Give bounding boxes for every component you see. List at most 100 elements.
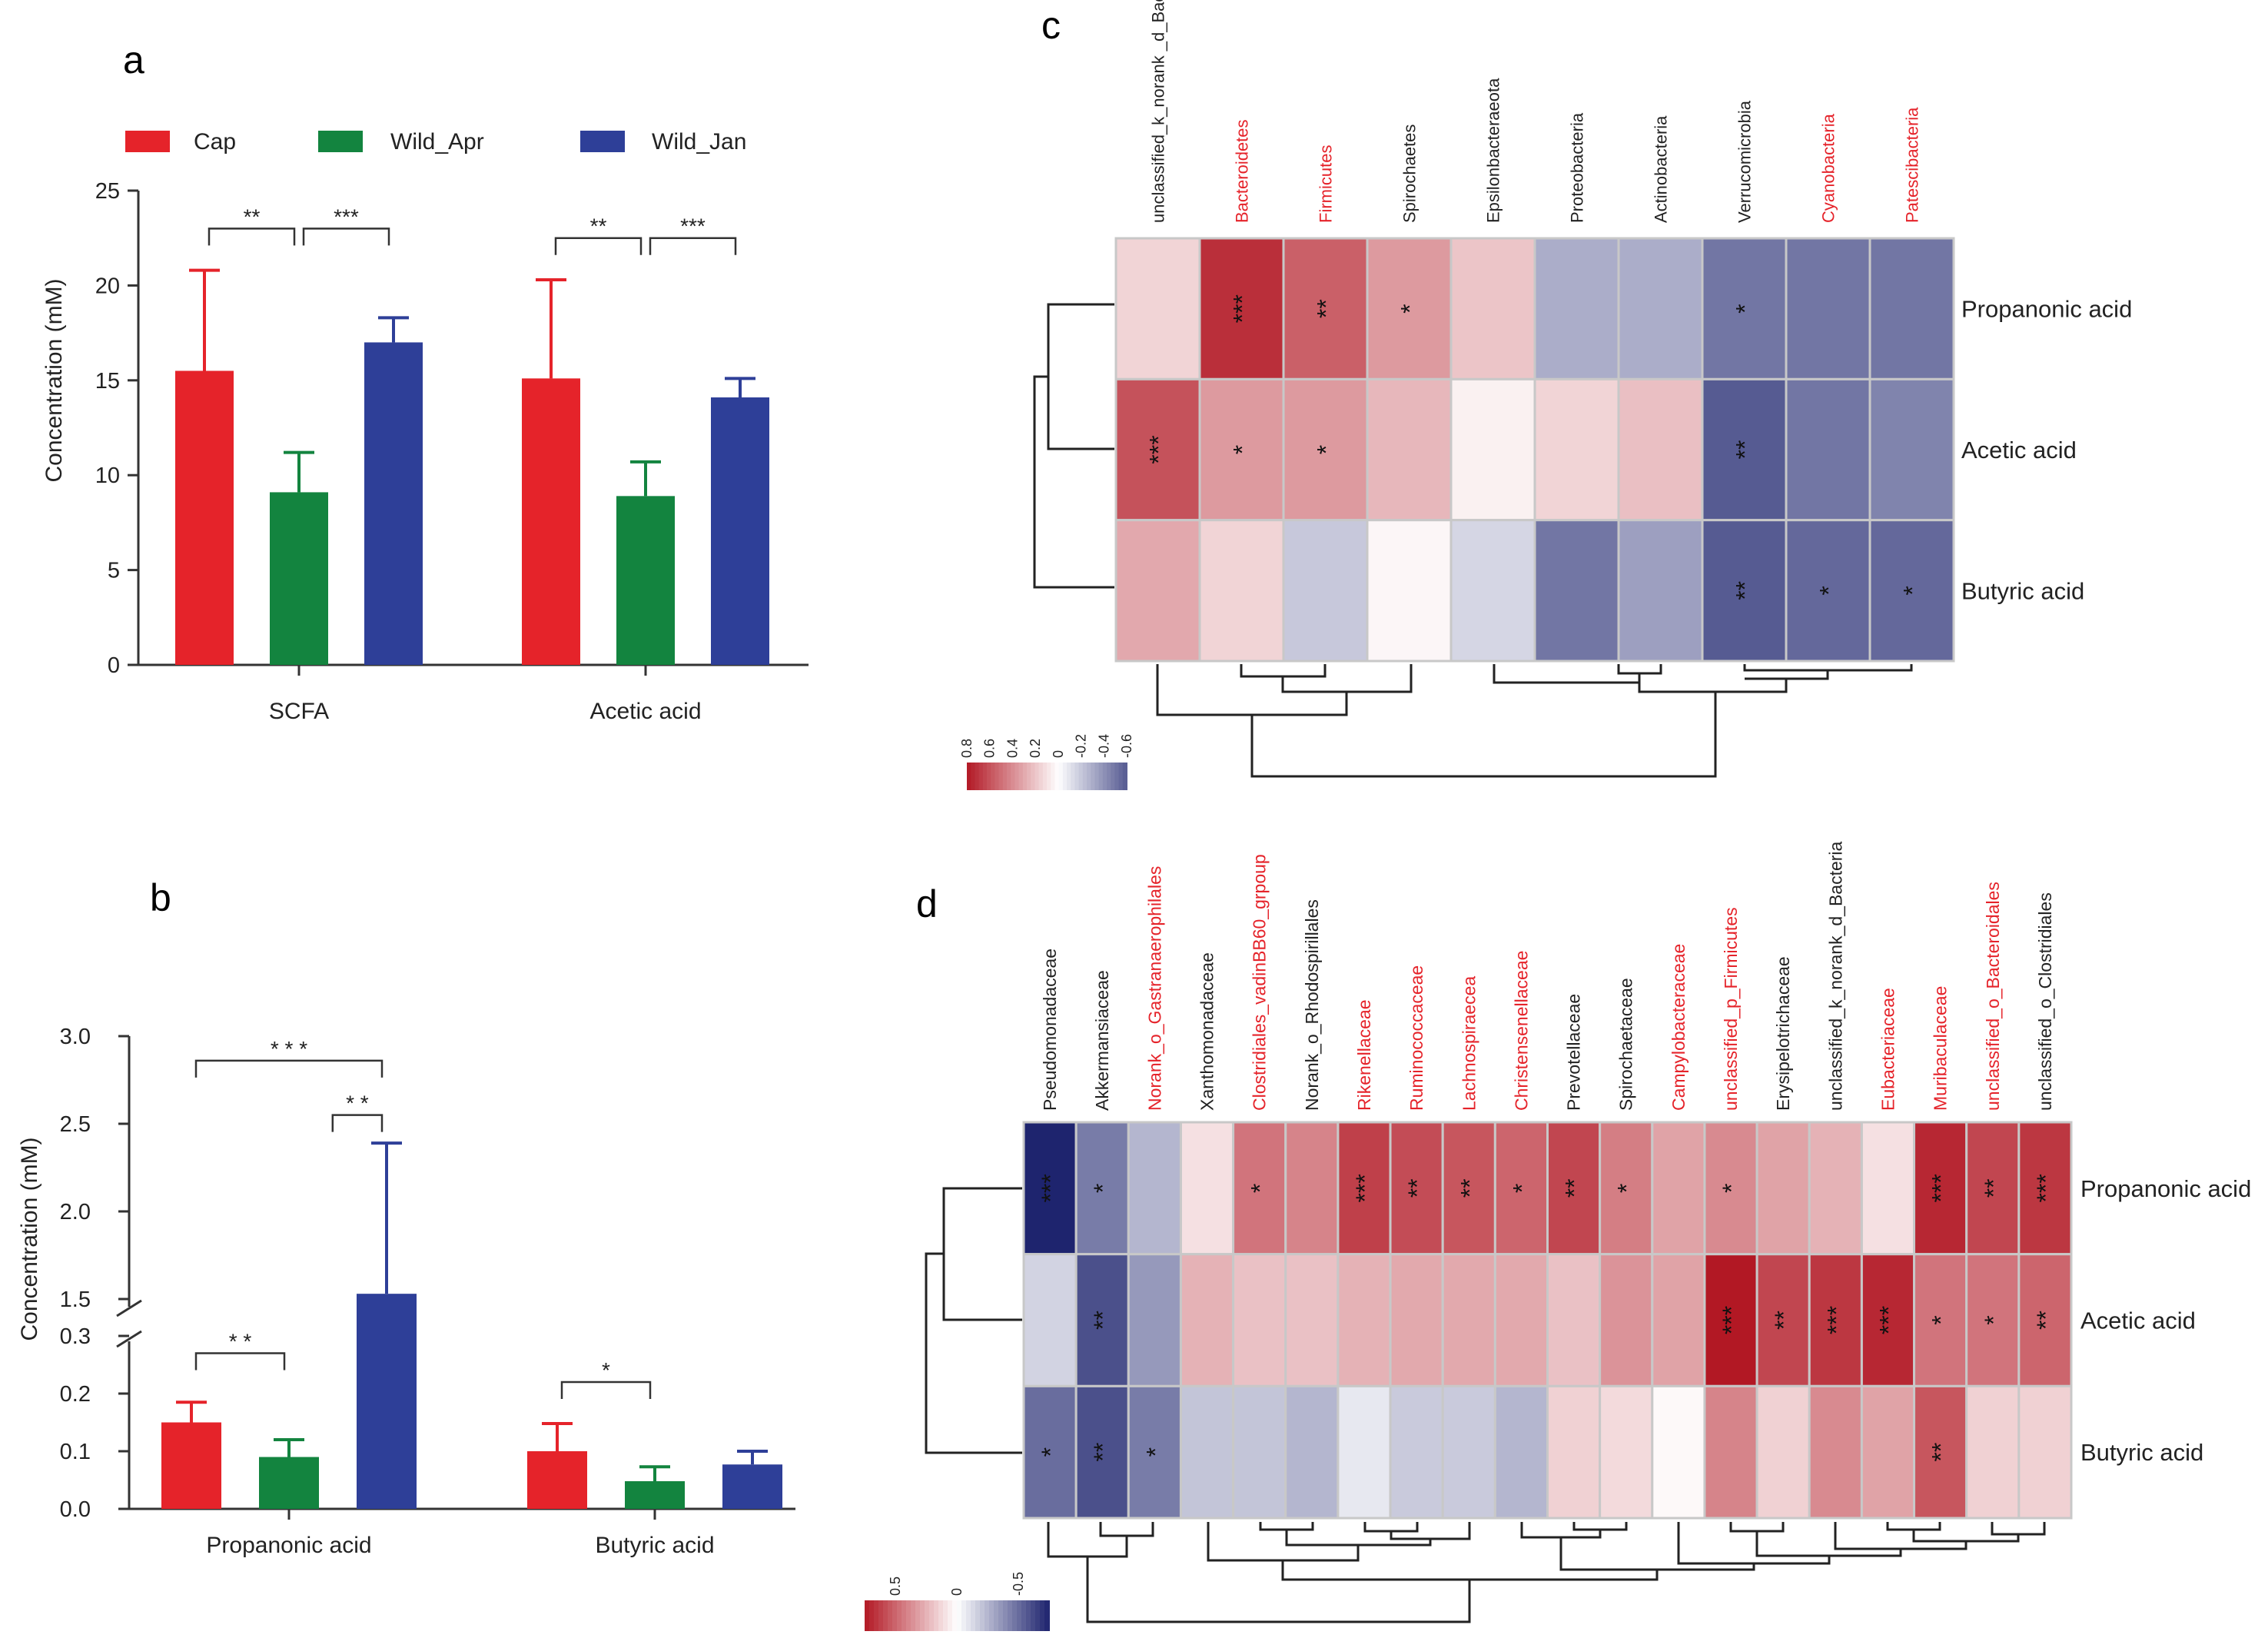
heatmap-cell (1198, 237, 1285, 380)
colorbar-segment (943, 1600, 948, 1631)
bar (364, 342, 423, 665)
significance-mark: *** (1928, 1174, 1955, 1202)
significance-mark: ** (1561, 1178, 1589, 1198)
significance-label: ** (244, 204, 261, 228)
significance-label: *** (334, 204, 359, 228)
significance-mark: * (1613, 1184, 1641, 1193)
significance-mark: ** (1928, 1443, 1955, 1462)
column-label: unclassified_p_Firmicutes (1721, 907, 1741, 1111)
heatmap-cell (1785, 377, 1871, 522)
heatmap-cell (1860, 1384, 1916, 1520)
heatmap-cell (1198, 377, 1285, 522)
colorbar-segment (911, 1600, 916, 1631)
colorbar-segment (975, 763, 980, 790)
heatmap-cell (1533, 237, 1620, 380)
significance-mark: * (1815, 586, 1843, 595)
dendrogram-branch (1834, 1522, 1967, 1550)
significance-mark: * (1089, 1184, 1117, 1193)
dendrogram-branch (925, 1252, 1022, 1454)
dendrogram-branch (1729, 1522, 1785, 1533)
heatmap-cell (1074, 1384, 1130, 1520)
significance-mark: * (1718, 1184, 1745, 1193)
y-tick-label: 1.5 (60, 1288, 91, 1312)
colorbar-segment (1051, 763, 1056, 790)
colorbar-tick-label: -0.6 (1119, 734, 1134, 758)
dendrogram-branch (1559, 1537, 1755, 1571)
colorbar-segment (1003, 1600, 1008, 1631)
dendrogram-branch (1677, 1522, 1831, 1565)
y-tick-label: 10 (95, 464, 120, 488)
heatmap-cell (1701, 237, 1788, 380)
colorbar-segment (1012, 1600, 1018, 1631)
heatmap-cell (1617, 377, 1704, 522)
heatmap-cell (1703, 1121, 1758, 1256)
y-tick-label: 0.1 (60, 1440, 91, 1464)
column-label: Xanthomonadaceae (1197, 952, 1217, 1111)
colorbar-segment (1035, 1600, 1041, 1631)
heatmap-cell (1441, 1384, 1496, 1520)
colorbar-segment (1011, 763, 1016, 790)
heatmap-cell (1179, 1121, 1235, 1256)
y-tick-label: 0.2 (60, 1382, 91, 1407)
significance-mark: ** (1456, 1178, 1483, 1198)
significance-bracket (554, 237, 643, 255)
heatmap-cell (1449, 377, 1536, 522)
significance-bracket (302, 228, 390, 246)
dendrogram-branch (1617, 664, 1662, 675)
significance-label: ** (590, 214, 607, 238)
colorbar-segment (948, 1600, 953, 1631)
colorbar-segment (925, 1600, 930, 1631)
y-tick-label: 15 (95, 369, 120, 394)
bar (527, 1451, 587, 1509)
colorbar-segment (967, 763, 972, 790)
dendrogram-branch (1207, 1522, 1360, 1562)
heatmap-cell (1808, 1384, 1863, 1520)
significance-mark: ** (2032, 1311, 2060, 1330)
colorbar-segment (971, 1600, 976, 1631)
significance-mark: * (1229, 445, 1257, 454)
significance-label: *** (680, 214, 706, 238)
panel-label-d: d (916, 882, 938, 925)
column-label: Christensenellaceae (1511, 951, 1531, 1111)
colorbar-segment (1022, 763, 1028, 790)
heatmap-cell (1617, 237, 1704, 380)
legend-label-wild-apr: Wild_Apr (390, 129, 484, 154)
colorbar-tick-label: 0 (949, 1588, 965, 1596)
colorbar-segment (1062, 763, 1068, 790)
heatmap-cell (1074, 1253, 1130, 1387)
colorbar-segment (982, 763, 988, 790)
heatmap-cell (1284, 1253, 1340, 1387)
significance-mark: * (1928, 1315, 1955, 1324)
y-tick-label: 20 (95, 274, 120, 298)
colorbar-segment (1047, 763, 1052, 790)
colorbar-segment (1078, 763, 1084, 790)
axis-break-mark (116, 1299, 142, 1317)
row-label: Acetic acid (1961, 437, 2077, 464)
colorbar-segment (1031, 1600, 1036, 1631)
y-tick-label: 2.0 (60, 1200, 91, 1224)
colorbar-segment (1091, 763, 1096, 790)
column-label: Prevotellaceae (1564, 994, 1584, 1111)
bar (357, 1294, 417, 1509)
heatmap-cell (1282, 377, 1369, 522)
colorbar-segment (961, 1600, 967, 1631)
column-label: Firmicutes (1317, 145, 1336, 223)
heatmap-cell (1755, 1384, 1811, 1520)
colorbar-tick-label: -0.5 (1011, 1572, 1026, 1596)
significance-mark: * (1247, 1184, 1274, 1193)
heatmap-cell (1282, 519, 1369, 663)
significance-bracket (560, 1381, 652, 1399)
x-tick-label: Propanonic acid (206, 1533, 371, 1558)
colorbar-segment (1114, 763, 1120, 790)
colorbar-segment (869, 1600, 875, 1631)
significance-mark: * (1396, 304, 1424, 313)
colorbar-segment (906, 1600, 912, 1631)
heatmap-cell (1599, 1253, 1654, 1387)
significance-label: * * (229, 1330, 252, 1354)
colorbar-segment (934, 1600, 939, 1631)
dendrogram-branch (1281, 664, 1413, 693)
dendrogram-branch (1743, 664, 1913, 672)
dendrogram-branch (1363, 1522, 1419, 1533)
colorbar-segment (865, 1600, 870, 1631)
